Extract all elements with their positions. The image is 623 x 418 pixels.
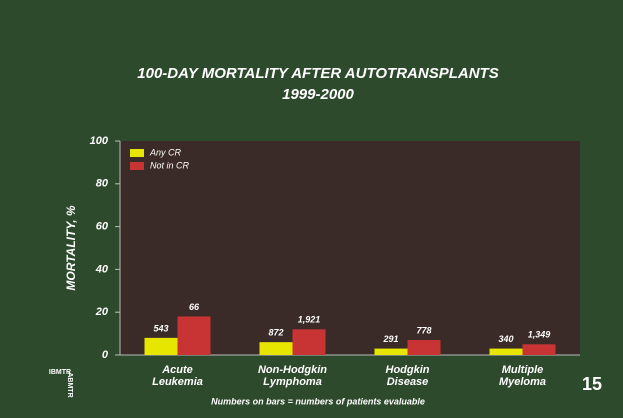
y-axis-label: MORTALITY, % — [64, 205, 78, 290]
legend-swatch — [130, 162, 144, 170]
legend-label: Not in CR — [150, 160, 190, 170]
x-tick-label: Acute Leukemia — [152, 364, 203, 388]
x-tick-label: Non-Hodgkin Lymphoma — [257, 364, 328, 388]
bar-label: 872 — [268, 328, 283, 338]
y-tick-label: 40 — [95, 263, 109, 275]
bar — [407, 340, 441, 355]
y-tick-label: 20 — [95, 306, 109, 318]
bar-label: 66 — [189, 302, 200, 312]
footnote: Numbers on bars = numbers of patients ev… — [211, 396, 425, 406]
y-tick-label: 0 — [102, 349, 109, 361]
chart-title: 100-DAY MORTALITY AFTER AUTOTRANSPLANTS — [137, 65, 498, 82]
logo-text: ABMTR — [66, 372, 73, 397]
legend-label: Any CR — [149, 147, 182, 157]
bar-label: 1,921 — [298, 315, 321, 325]
y-tick-label: 100 — [90, 135, 109, 147]
bar — [489, 348, 523, 355]
x-tick-label: Multiple Myeloma — [498, 364, 547, 388]
y-tick-label: 60 — [96, 221, 109, 233]
bar-label: 291 — [382, 334, 398, 344]
bar-label: 340 — [498, 334, 513, 344]
bar — [374, 348, 408, 355]
bar-label: 1,349 — [528, 330, 551, 340]
y-tick-label: 80 — [96, 178, 109, 190]
slide-number: 15 — [582, 374, 602, 394]
bar — [177, 316, 211, 355]
logo-text: IBMTR — [49, 369, 71, 376]
legend-swatch — [130, 149, 144, 157]
bar-label: 778 — [416, 325, 431, 335]
x-tick-label: Hodgkin Disease — [385, 364, 430, 388]
bar — [522, 344, 556, 355]
chart-subtitle: 1999-2000 — [282, 86, 354, 103]
bar — [259, 342, 293, 355]
bar-label: 543 — [153, 323, 168, 333]
bar — [292, 329, 326, 355]
bar — [144, 337, 178, 355]
